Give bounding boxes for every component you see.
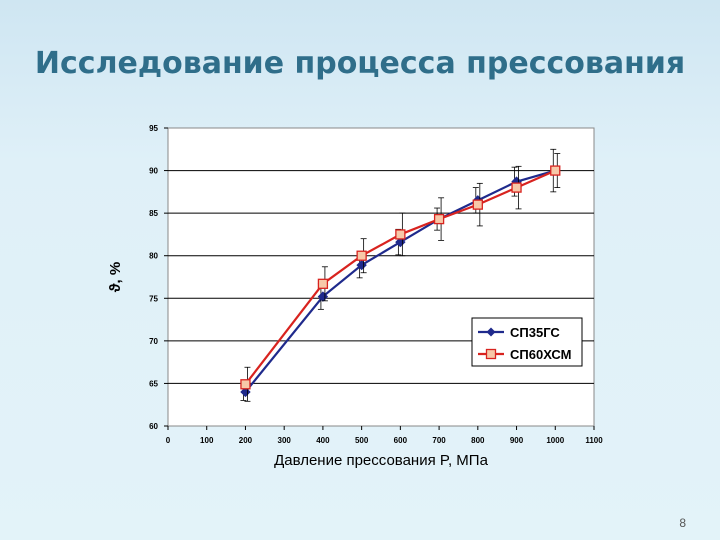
line-chart: 60 65 70 75 80 85 90 95 0 100 200 300 400 500 600 700 80… (107, 124, 603, 469)
data-point (240, 379, 251, 390)
legend-marker (486, 327, 496, 337)
page-number: 8 (679, 516, 686, 530)
legend-marker (485, 348, 497, 360)
x-tick-label: 600 (394, 436, 408, 445)
legend-label: СП35ГС (510, 325, 560, 340)
y-tick-label: 60 (149, 422, 158, 431)
data-point (511, 182, 522, 193)
y-tick-label: 80 (149, 252, 158, 261)
x-tick-label: 900 (510, 436, 524, 445)
plot-background (167, 127, 595, 427)
series-line (244, 169, 556, 385)
data-point (356, 250, 367, 261)
x-tick-label: 700 (432, 436, 446, 445)
y-tick-label: 75 (149, 294, 158, 303)
x-tick-label: 1100 (585, 436, 603, 445)
y-tick-label: 65 (149, 379, 158, 388)
y-axis-label: ϑ, % (107, 262, 124, 292)
x-tick-label: 500 (355, 436, 369, 445)
x-tick-label: 300 (278, 436, 292, 445)
x-tick-label: 0 (166, 436, 171, 445)
series-line (244, 169, 556, 393)
legend-label: СП60ХСМ (510, 347, 571, 362)
data-point (395, 229, 406, 240)
x-tick-label: 1000 (546, 436, 564, 445)
data-point (550, 165, 561, 176)
slide-title: Исследование процесса прессования (34, 46, 686, 81)
data-point (433, 213, 445, 225)
y-tick-label: 95 (149, 124, 158, 133)
chart-area: 60 65 70 75 80 85 90 95 0 100 200 300 400 500 600 700 80… (100, 110, 620, 490)
y-tick-label: 85 (149, 209, 158, 218)
x-axis-label: Давление прессования P, МПа (274, 452, 488, 469)
x-tick-label: 100 (200, 436, 214, 445)
data-point (472, 199, 483, 210)
x-tick-label: 400 (316, 436, 330, 445)
y-tick-label: 90 (149, 167, 158, 176)
y-tick-label: 70 (149, 337, 158, 346)
x-tick-label: 800 (471, 436, 485, 445)
x-tick-label: 200 (239, 436, 253, 445)
data-point (317, 278, 329, 289)
